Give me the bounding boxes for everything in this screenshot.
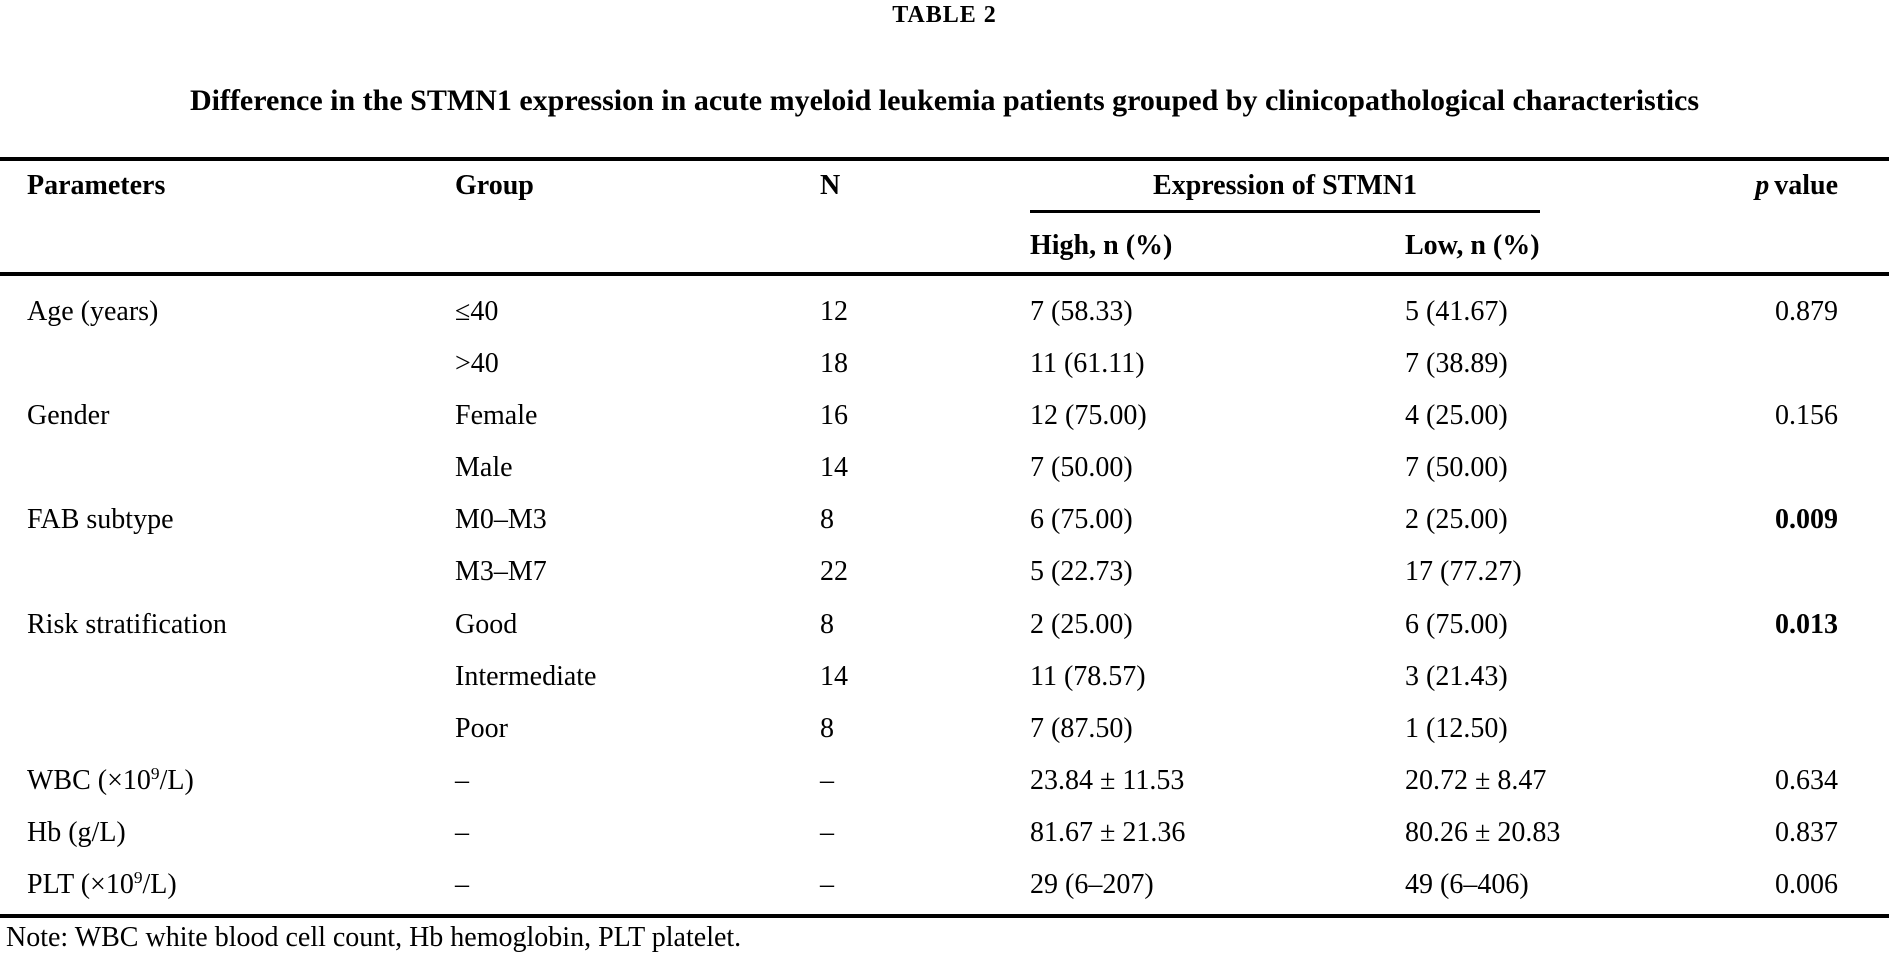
cell-parameter: Risk stratification <box>27 608 227 640</box>
table-row: >40 18 11 (61.11) 7 (38.89) <box>0 338 1889 390</box>
cell-p-value <box>1610 338 1838 390</box>
cell-low-expression: 3 (21.43) <box>1405 660 1508 692</box>
cell-p-value <box>1610 651 1838 703</box>
cell-high-expression: 2 (25.00) <box>1030 608 1133 640</box>
table-header-rule <box>0 272 1889 276</box>
cell-high-expression: 5 (22.73) <box>1030 556 1133 588</box>
cell-group: Female <box>455 400 538 432</box>
table-row: FAB subtype M0–M3 8 6 (75.00) 2 (25.00) 0.009 <box>0 494 1889 546</box>
cell-n: – <box>820 764 834 796</box>
table-bottom-rule <box>0 914 1889 918</box>
cell-p-value <box>1610 703 1838 755</box>
cell-low-expression: 49 (6–406) <box>1405 869 1529 901</box>
cell-high-expression: 7 (87.50) <box>1030 712 1133 744</box>
p-value-label-rest: value <box>1774 170 1838 201</box>
table-row: Hb (g/L) – – 81.67 ± 21.36 80.26 ± 20.83 0.83… <box>0 807 1889 859</box>
cell-group: – <box>455 816 469 848</box>
cell-high-expression: 29 (6–207) <box>1030 869 1154 901</box>
cell-p-value <box>1610 442 1838 494</box>
cell-parameter: Hb (g/L) <box>27 816 126 848</box>
cell-parameter: FAB subtype <box>27 504 174 536</box>
cell-low-expression: 5 (41.67) <box>1405 296 1508 327</box>
table-row: WBC (×109/L) – – 23.84 ± 11.53 20.72 ± 8.47 0… <box>0 755 1889 807</box>
table-title: Difference in the STMN1 expression in ac… <box>189 84 1700 117</box>
cell-n: 8 <box>820 712 834 744</box>
table-footnote: Note: WBC white blood cell count, Hb hem… <box>6 922 742 953</box>
col-header-expression-group: Expression of STMN1 <box>1030 161 1540 213</box>
cell-n: 8 <box>820 608 834 640</box>
cell-n: 16 <box>820 400 848 432</box>
table-label: TABLE 2 <box>892 2 997 28</box>
cell-low-expression: 2 (25.00) <box>1405 504 1508 536</box>
cell-high-expression: 12 (75.00) <box>1030 400 1147 432</box>
cell-group: M3–M7 <box>455 556 547 588</box>
col-header-parameters: Parameters <box>27 170 166 201</box>
cell-group: ≤40 <box>455 296 499 327</box>
table-body: Age (years) ≤40 12 7 (58.33) 5 (41.67) 0.879 >… <box>0 276 1889 911</box>
cell-n: 12 <box>820 296 848 327</box>
cell-low-expression: 80.26 ± 20.83 <box>1405 816 1561 848</box>
col-header-n: N <box>820 170 841 201</box>
cell-n: – <box>820 869 834 901</box>
cell-group: Male <box>455 452 513 484</box>
cell-n: 14 <box>820 452 848 484</box>
cell-low-expression: 7 (50.00) <box>1405 452 1508 484</box>
cell-parameter: Gender <box>27 400 110 432</box>
cell-p-value: 0.634 <box>1775 764 1838 796</box>
col-header-group: Group <box>455 170 534 201</box>
cell-n: 18 <box>820 348 848 380</box>
cell-p-value: 0.879 <box>1775 296 1838 327</box>
cell-parameter: Age (years) <box>27 296 159 327</box>
cell-low-expression: 20.72 ± 8.47 <box>1405 764 1547 796</box>
cell-parameter: PLT (×109/L) <box>27 868 177 901</box>
cell-low-expression: 7 (38.89) <box>1405 348 1508 380</box>
table-row: Age (years) ≤40 12 7 (58.33) 5 (41.67) 0.879 <box>0 286 1889 338</box>
cell-high-expression: 11 (78.57) <box>1030 660 1146 692</box>
table-row: Gender Female 16 12 (75.00) 4 (25.00) 0.156 <box>0 390 1889 442</box>
table-row: Intermediate 14 11 (78.57) 3 (21.43) <box>0 651 1889 703</box>
cell-low-expression: 17 (77.27) <box>1405 556 1522 588</box>
cell-high-expression: 7 (58.33) <box>1030 296 1133 327</box>
cell-high-expression: 81.67 ± 21.36 <box>1030 816 1186 848</box>
cell-p-value <box>1610 546 1838 598</box>
cell-low-expression: 4 (25.00) <box>1405 400 1508 432</box>
cell-n: 8 <box>820 504 834 536</box>
table-top-rule <box>0 157 1889 161</box>
table-row: M3–M7 22 5 (22.73) 17 (77.27) <box>0 546 1889 598</box>
cell-p-value: 0.837 <box>1775 816 1838 848</box>
cell-p-value: 0.156 <box>1775 400 1838 432</box>
cell-high-expression: 23.84 ± 11.53 <box>1030 764 1185 796</box>
cell-high-expression: 6 (75.00) <box>1030 504 1133 536</box>
table-row: Risk stratification Good 8 2 (25.00) 6 (75.0… <box>0 599 1889 651</box>
col-header-p-value: p value <box>1610 170 1838 202</box>
col-header-high: High, n (%) <box>1030 230 1173 261</box>
cell-parameter: WBC (×109/L) <box>27 764 194 796</box>
p-value-italic-p: p <box>1755 170 1770 201</box>
table-row: Male 14 7 (50.00) 7 (50.00) <box>0 442 1889 494</box>
cell-group: Intermediate <box>455 660 597 692</box>
cell-group: M0–M3 <box>455 504 547 536</box>
cell-p-value: 0.009 <box>1775 504 1838 536</box>
cell-group: Good <box>455 608 518 640</box>
cell-group: – <box>455 764 469 796</box>
cell-group: >40 <box>455 348 499 380</box>
cell-n: 22 <box>820 556 848 588</box>
expression-group-label: Expression of STMN1 <box>1153 169 1417 201</box>
table-row: Poor 8 7 (87.50) 1 (12.50) <box>0 703 1889 755</box>
cell-n: 14 <box>820 660 848 692</box>
cell-high-expression: 7 (50.00) <box>1030 452 1133 484</box>
cell-low-expression: 1 (12.50) <box>1405 712 1508 744</box>
cell-p-value: 0.006 <box>1775 869 1838 901</box>
cell-high-expression: 11 (61.11) <box>1030 348 1145 380</box>
table-row: PLT (×109/L) – – 29 (6–207) 49 (6–406) 0.006 <box>0 859 1889 911</box>
cell-group: – <box>455 869 469 901</box>
cell-n: – <box>820 816 834 848</box>
cell-group: Poor <box>455 712 508 744</box>
cell-low-expression: 6 (75.00) <box>1405 608 1508 640</box>
cell-p-value: 0.013 <box>1775 608 1838 640</box>
col-header-low: Low, n (%) <box>1405 230 1540 261</box>
